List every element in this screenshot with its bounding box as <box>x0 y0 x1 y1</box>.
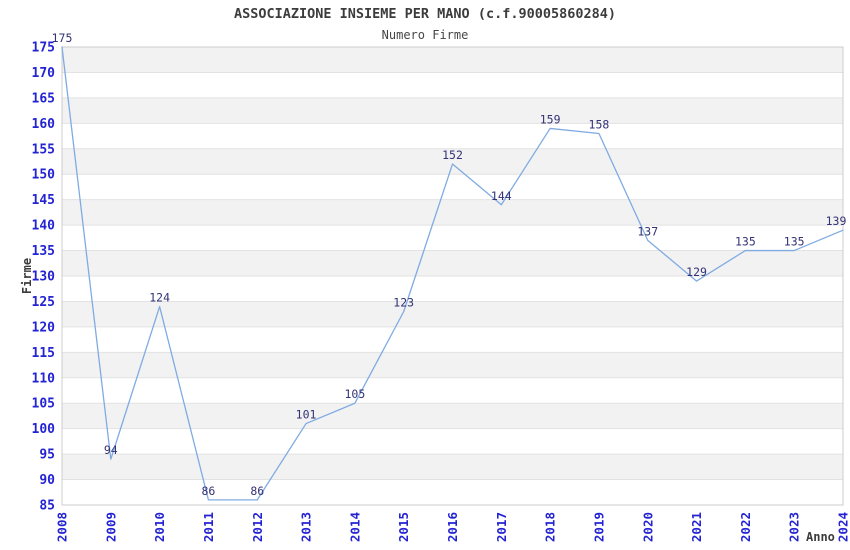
x-tick-label: 2010 <box>152 512 167 542</box>
y-axis-label: Firme <box>20 257 34 295</box>
plot-band <box>62 148 843 175</box>
x-tick-label: 2014 <box>347 512 362 542</box>
data-point-label: 139 <box>826 214 847 228</box>
data-point-label: 94 <box>104 443 118 457</box>
y-tick-label: 105 <box>32 397 55 412</box>
x-tick-label: 2008 <box>55 512 70 542</box>
y-tick-label: 145 <box>32 193 55 208</box>
data-point-label: 124 <box>149 291 170 305</box>
plot-band <box>62 377 843 404</box>
y-tick-label: 170 <box>32 66 56 81</box>
data-point-label: 123 <box>393 296 414 310</box>
y-tick-label: 155 <box>32 142 55 157</box>
y-tick-label: 85 <box>39 499 55 514</box>
y-tick-label: 115 <box>32 346 55 361</box>
y-tick-label: 130 <box>32 270 56 285</box>
plot-band <box>62 97 843 124</box>
x-tick-label: 2009 <box>103 512 118 542</box>
data-point-label: 101 <box>296 408 317 422</box>
plot-band <box>62 123 843 149</box>
x-tick-label: 2019 <box>591 512 606 542</box>
y-tick-label: 175 <box>32 41 55 56</box>
x-tick-label: 2015 <box>396 512 411 542</box>
y-tick-label: 150 <box>32 168 56 183</box>
plot-band <box>62 72 843 98</box>
data-point-label: 137 <box>637 224 658 238</box>
plot-band <box>62 47 843 73</box>
y-tick-label: 90 <box>39 473 55 488</box>
plot-band <box>62 276 843 302</box>
data-point-label: 105 <box>344 387 365 401</box>
plot-band <box>62 403 843 429</box>
y-tick-label: 110 <box>32 371 56 386</box>
x-tick-label: 2021 <box>689 512 704 542</box>
y-tick-label: 120 <box>32 320 56 335</box>
y-tick-label: 95 <box>39 448 55 463</box>
plot-band <box>62 174 843 200</box>
data-point-label: 144 <box>491 189 512 203</box>
data-point-label: 159 <box>540 112 561 126</box>
plot-band <box>62 250 843 276</box>
plot-border <box>61 46 844 506</box>
y-tick-label: 140 <box>32 219 56 234</box>
y-tick-label: 165 <box>32 91 55 106</box>
plot-band <box>62 454 843 480</box>
x-tick-label: 2013 <box>299 512 314 542</box>
data-point-label: 135 <box>735 235 756 249</box>
plot-band <box>62 352 843 378</box>
data-point-label: 158 <box>589 118 610 132</box>
plot-band <box>62 199 843 226</box>
data-point-label: 86 <box>202 484 216 498</box>
data-point-label: 175 <box>52 31 73 45</box>
data-point-label: 135 <box>784 235 805 249</box>
y-tick-label: 160 <box>32 117 56 132</box>
chart-title: ASSOCIAZIONE INSIEME PER MANO (c.f.90005… <box>233 6 616 22</box>
x-tick-label: 2020 <box>640 512 655 542</box>
x-tick-label: 2012 <box>250 512 265 542</box>
plot-band <box>62 479 843 505</box>
data-line <box>61 46 844 501</box>
plot-band <box>62 301 843 327</box>
y-tick-label: 100 <box>32 422 56 437</box>
data-point-label: 86 <box>250 484 264 498</box>
x-tick-label: 2018 <box>543 512 558 542</box>
x-tick-label: 2011 <box>201 512 216 542</box>
y-tick-label: 135 <box>32 244 55 259</box>
y-tick-label: 125 <box>32 295 55 310</box>
x-tick-label: 2023 <box>787 512 802 542</box>
data-point-label: 129 <box>686 265 707 279</box>
x-tick-label: 2016 <box>445 512 460 542</box>
plot-band <box>62 326 843 353</box>
x-tick-label: 2017 <box>494 512 509 542</box>
plot-band <box>62 428 843 455</box>
data-point-label: 152 <box>442 148 463 162</box>
x-tick-label: 2024 <box>836 512 850 542</box>
plot-band <box>62 225 843 251</box>
x-axis-label: Anno <box>806 530 835 544</box>
x-tick-label: 2022 <box>738 512 753 542</box>
chart-subtitle: Numero Firme <box>381 28 469 42</box>
